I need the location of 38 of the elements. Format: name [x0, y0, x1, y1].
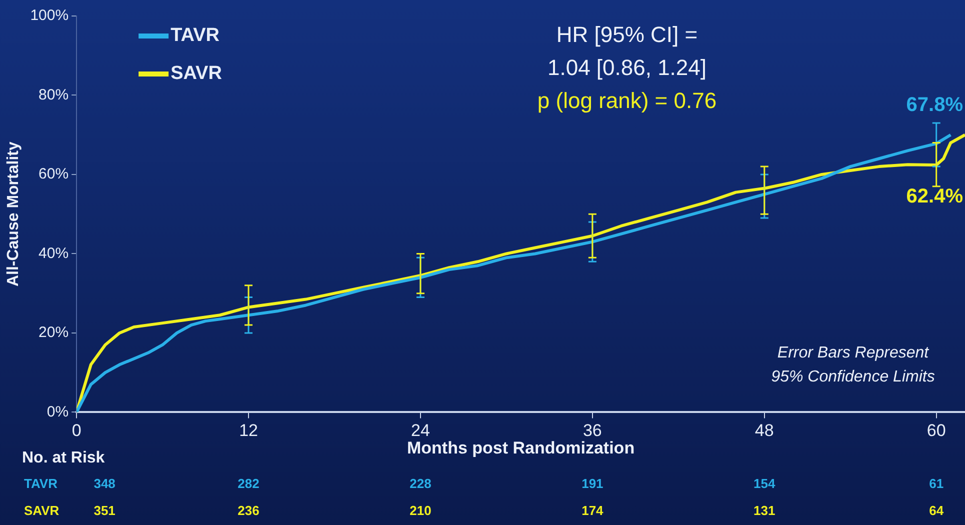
x-tick-label: 12 — [239, 421, 258, 440]
text: 348 — [94, 476, 116, 491]
data-label: 67.8% — [906, 94, 964, 116]
text: 154 — [754, 476, 776, 491]
x-tick-label: 0 — [72, 421, 82, 440]
x-tick-label: 48 — [754, 421, 774, 440]
y-tick-label: 100% — [30, 7, 69, 24]
annotation: p (log rank) = 0.76 — [537, 88, 717, 114]
text: 282 — [238, 476, 260, 491]
x-tick-label: 60 — [926, 421, 946, 440]
annotation: 1.04 [0.86, 1.24] — [547, 55, 707, 80]
text: 228 — [410, 476, 432, 491]
text: 61 — [929, 476, 944, 491]
x-axis-title: Months post Randomization — [406, 438, 635, 458]
text: 351 — [94, 502, 116, 518]
y-tick-label: 60% — [38, 166, 69, 183]
x-tick-label: 36 — [582, 421, 602, 440]
y-tick-label: 40% — [38, 244, 69, 262]
annotation: HR [95% CI] = — [556, 22, 698, 48]
x-tick-label: 24 — [411, 421, 430, 440]
text: 191 — [582, 476, 604, 491]
data-label: 62.4% — [906, 185, 964, 208]
y-tick-label: 0% — [46, 403, 69, 420]
text: 174 — [582, 502, 604, 518]
legend-label: TAVR — [170, 25, 220, 46]
text: 210 — [410, 502, 432, 518]
y-tick-label: 20% — [38, 324, 69, 342]
annotation: 95% Confidence Limits — [771, 368, 935, 386]
text: SAVR — [24, 502, 60, 518]
y-tick-label: 80% — [38, 86, 69, 104]
text: TAVR — [24, 476, 58, 491]
y-axis-title: All-Cause Mortality — [5, 142, 22, 287]
annotation: Error Bars Represent — [777, 344, 930, 362]
text: 236 — [238, 502, 260, 518]
text: No. at Risk — [22, 450, 105, 467]
text: 64 — [929, 502, 944, 518]
legend-label: SAVR — [170, 63, 222, 84]
text: 131 — [754, 502, 776, 518]
